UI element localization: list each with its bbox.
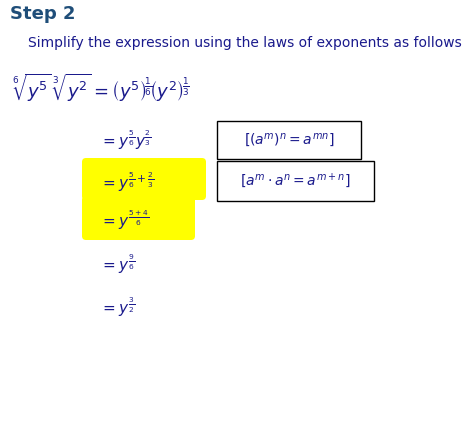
Text: Step 2: Step 2 [10,5,75,23]
Text: $= y^{\frac{5}{6}}y^{\frac{2}{3}}$: $= y^{\frac{5}{6}}y^{\frac{2}{3}}$ [100,128,152,152]
FancyBboxPatch shape [217,121,361,159]
Text: $= y^{\frac{5}{6}+\frac{2}{3}}$: $= y^{\frac{5}{6}+\frac{2}{3}}$ [100,170,154,194]
Text: $= y^{\frac{9}{6}}$: $= y^{\frac{9}{6}}$ [100,252,135,276]
Text: $= y^{\frac{3}{2}}$: $= y^{\frac{3}{2}}$ [100,295,135,319]
FancyBboxPatch shape [82,158,206,200]
Text: Simplify the expression using the laws of exponents as follows.: Simplify the expression using the laws o… [28,36,462,50]
Text: $\left[\left(a^m\right)^n = a^{mn}\right]$: $\left[\left(a^m\right)^n = a^{mn}\right… [244,131,334,149]
FancyBboxPatch shape [217,161,374,201]
Text: $= y^{\frac{5+4}{6}}$: $= y^{\frac{5+4}{6}}$ [100,208,149,232]
Text: $\sqrt[6]{y^5}\,\sqrt[3]{y^2}=\left(y^5\right)^{\!\frac{1}{6}}\!\left(y^2\right): $\sqrt[6]{y^5}\,\sqrt[3]{y^2}=\left(y^5\… [12,72,190,104]
Text: $\left[a^m \cdot a^n = a^{m+n}\right]$: $\left[a^m \cdot a^n = a^{m+n}\right]$ [240,172,351,190]
FancyBboxPatch shape [82,196,195,240]
